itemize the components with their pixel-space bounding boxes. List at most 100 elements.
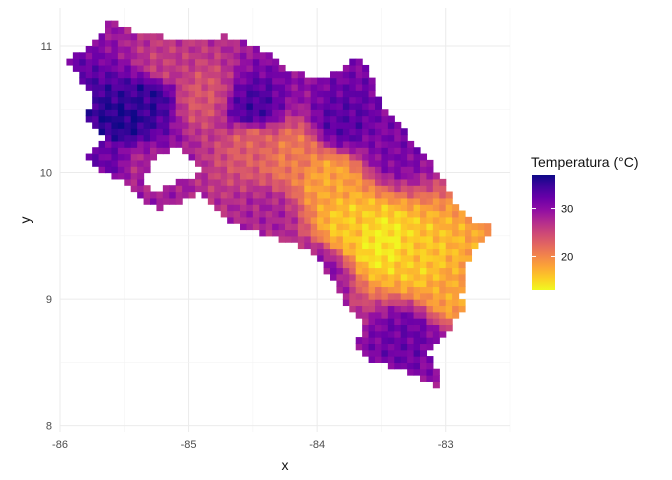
raster-cell <box>214 58 222 66</box>
raster-cell <box>111 52 119 60</box>
raster-cell <box>375 223 383 231</box>
raster-cell <box>387 362 395 370</box>
raster-cell <box>278 235 286 243</box>
raster-cell <box>362 159 370 167</box>
raster-cell <box>413 178 421 186</box>
raster-cell <box>195 45 203 53</box>
raster-cell <box>98 140 106 148</box>
raster-cell <box>72 64 80 72</box>
raster-cell <box>420 210 428 218</box>
raster-cell <box>317 115 325 123</box>
raster-cell <box>420 191 428 199</box>
raster-cell <box>355 153 363 161</box>
raster-cell <box>195 185 203 193</box>
raster-cell <box>355 216 363 224</box>
raster-cell <box>368 191 376 199</box>
raster-cell <box>156 197 164 205</box>
raster-cell <box>124 128 132 136</box>
raster-cell <box>195 83 203 91</box>
raster-cell <box>233 96 241 104</box>
raster-cell <box>400 261 408 269</box>
raster-cell <box>98 45 106 53</box>
raster-cell <box>323 223 331 231</box>
raster-cell <box>400 166 408 174</box>
raster-cell <box>117 153 125 161</box>
raster-cell <box>150 39 158 47</box>
legend-title: Temperatura (°C) <box>531 154 639 170</box>
raster-cell <box>336 185 344 193</box>
raster-cell <box>458 261 466 269</box>
raster-cell <box>143 77 151 85</box>
raster-cell <box>426 242 434 250</box>
raster-cell <box>175 128 183 136</box>
raster-cell <box>285 96 293 104</box>
raster-cell <box>92 77 100 85</box>
raster-cell <box>278 121 286 129</box>
raster-cell <box>387 191 395 199</box>
raster-cell <box>413 147 421 155</box>
raster-cell <box>201 153 209 161</box>
raster-cell <box>407 267 415 275</box>
raster-cell <box>349 299 357 307</box>
raster-cell <box>182 134 190 142</box>
raster-cell <box>124 172 132 180</box>
raster-cell <box>162 197 170 205</box>
raster-cell <box>111 159 119 167</box>
raster-cell <box>285 235 293 243</box>
raster-cell <box>310 83 318 91</box>
raster-cell <box>445 204 453 212</box>
raster-cell <box>162 191 170 199</box>
raster-cell <box>143 191 151 199</box>
raster-cell <box>310 204 318 212</box>
raster-cell <box>233 210 241 218</box>
raster-cell <box>368 134 376 142</box>
raster-cell <box>162 52 170 60</box>
raster-cell <box>381 153 389 161</box>
raster-cell <box>214 52 222 60</box>
raster-cell <box>246 197 254 205</box>
raster-cell <box>297 242 305 250</box>
raster-cell <box>362 311 370 319</box>
raster-cell <box>407 204 415 212</box>
raster-cell <box>246 64 254 72</box>
raster-cell <box>323 229 331 237</box>
raster-cell <box>252 102 260 110</box>
raster-cell <box>342 121 350 129</box>
raster-cell <box>265 153 273 161</box>
raster-cell <box>420 305 428 313</box>
raster-cell <box>375 216 383 224</box>
raster-cell <box>323 83 331 91</box>
raster-cell <box>285 178 293 186</box>
raster-cell <box>400 147 408 155</box>
raster-cell <box>355 147 363 155</box>
raster-cell <box>214 102 222 110</box>
raster-cell <box>304 216 312 224</box>
raster-cell <box>175 115 183 123</box>
raster-cell <box>355 311 363 319</box>
raster-cell <box>355 172 363 180</box>
raster-cell <box>330 134 338 142</box>
raster-cell <box>278 102 286 110</box>
raster-cell <box>368 140 376 148</box>
raster-cell <box>111 166 119 174</box>
raster-cell <box>394 140 402 148</box>
raster-cell <box>330 128 338 136</box>
raster-cell <box>201 90 209 98</box>
raster-cell <box>105 39 113 47</box>
raster-cell <box>394 292 402 300</box>
raster-cell <box>272 90 280 98</box>
raster-cell <box>227 159 235 167</box>
raster-cell <box>240 52 248 60</box>
raster-cell <box>285 166 293 174</box>
raster-cell <box>143 45 151 53</box>
raster-cell <box>381 204 389 212</box>
raster-cell <box>413 166 421 174</box>
raster-cell <box>252 185 260 193</box>
raster-cell <box>375 337 383 345</box>
raster-cell <box>362 134 370 142</box>
raster-cell <box>432 286 440 294</box>
raster-cell <box>137 178 145 186</box>
raster-cell <box>330 216 338 224</box>
raster-cell <box>381 242 389 250</box>
raster-cell <box>426 362 434 370</box>
